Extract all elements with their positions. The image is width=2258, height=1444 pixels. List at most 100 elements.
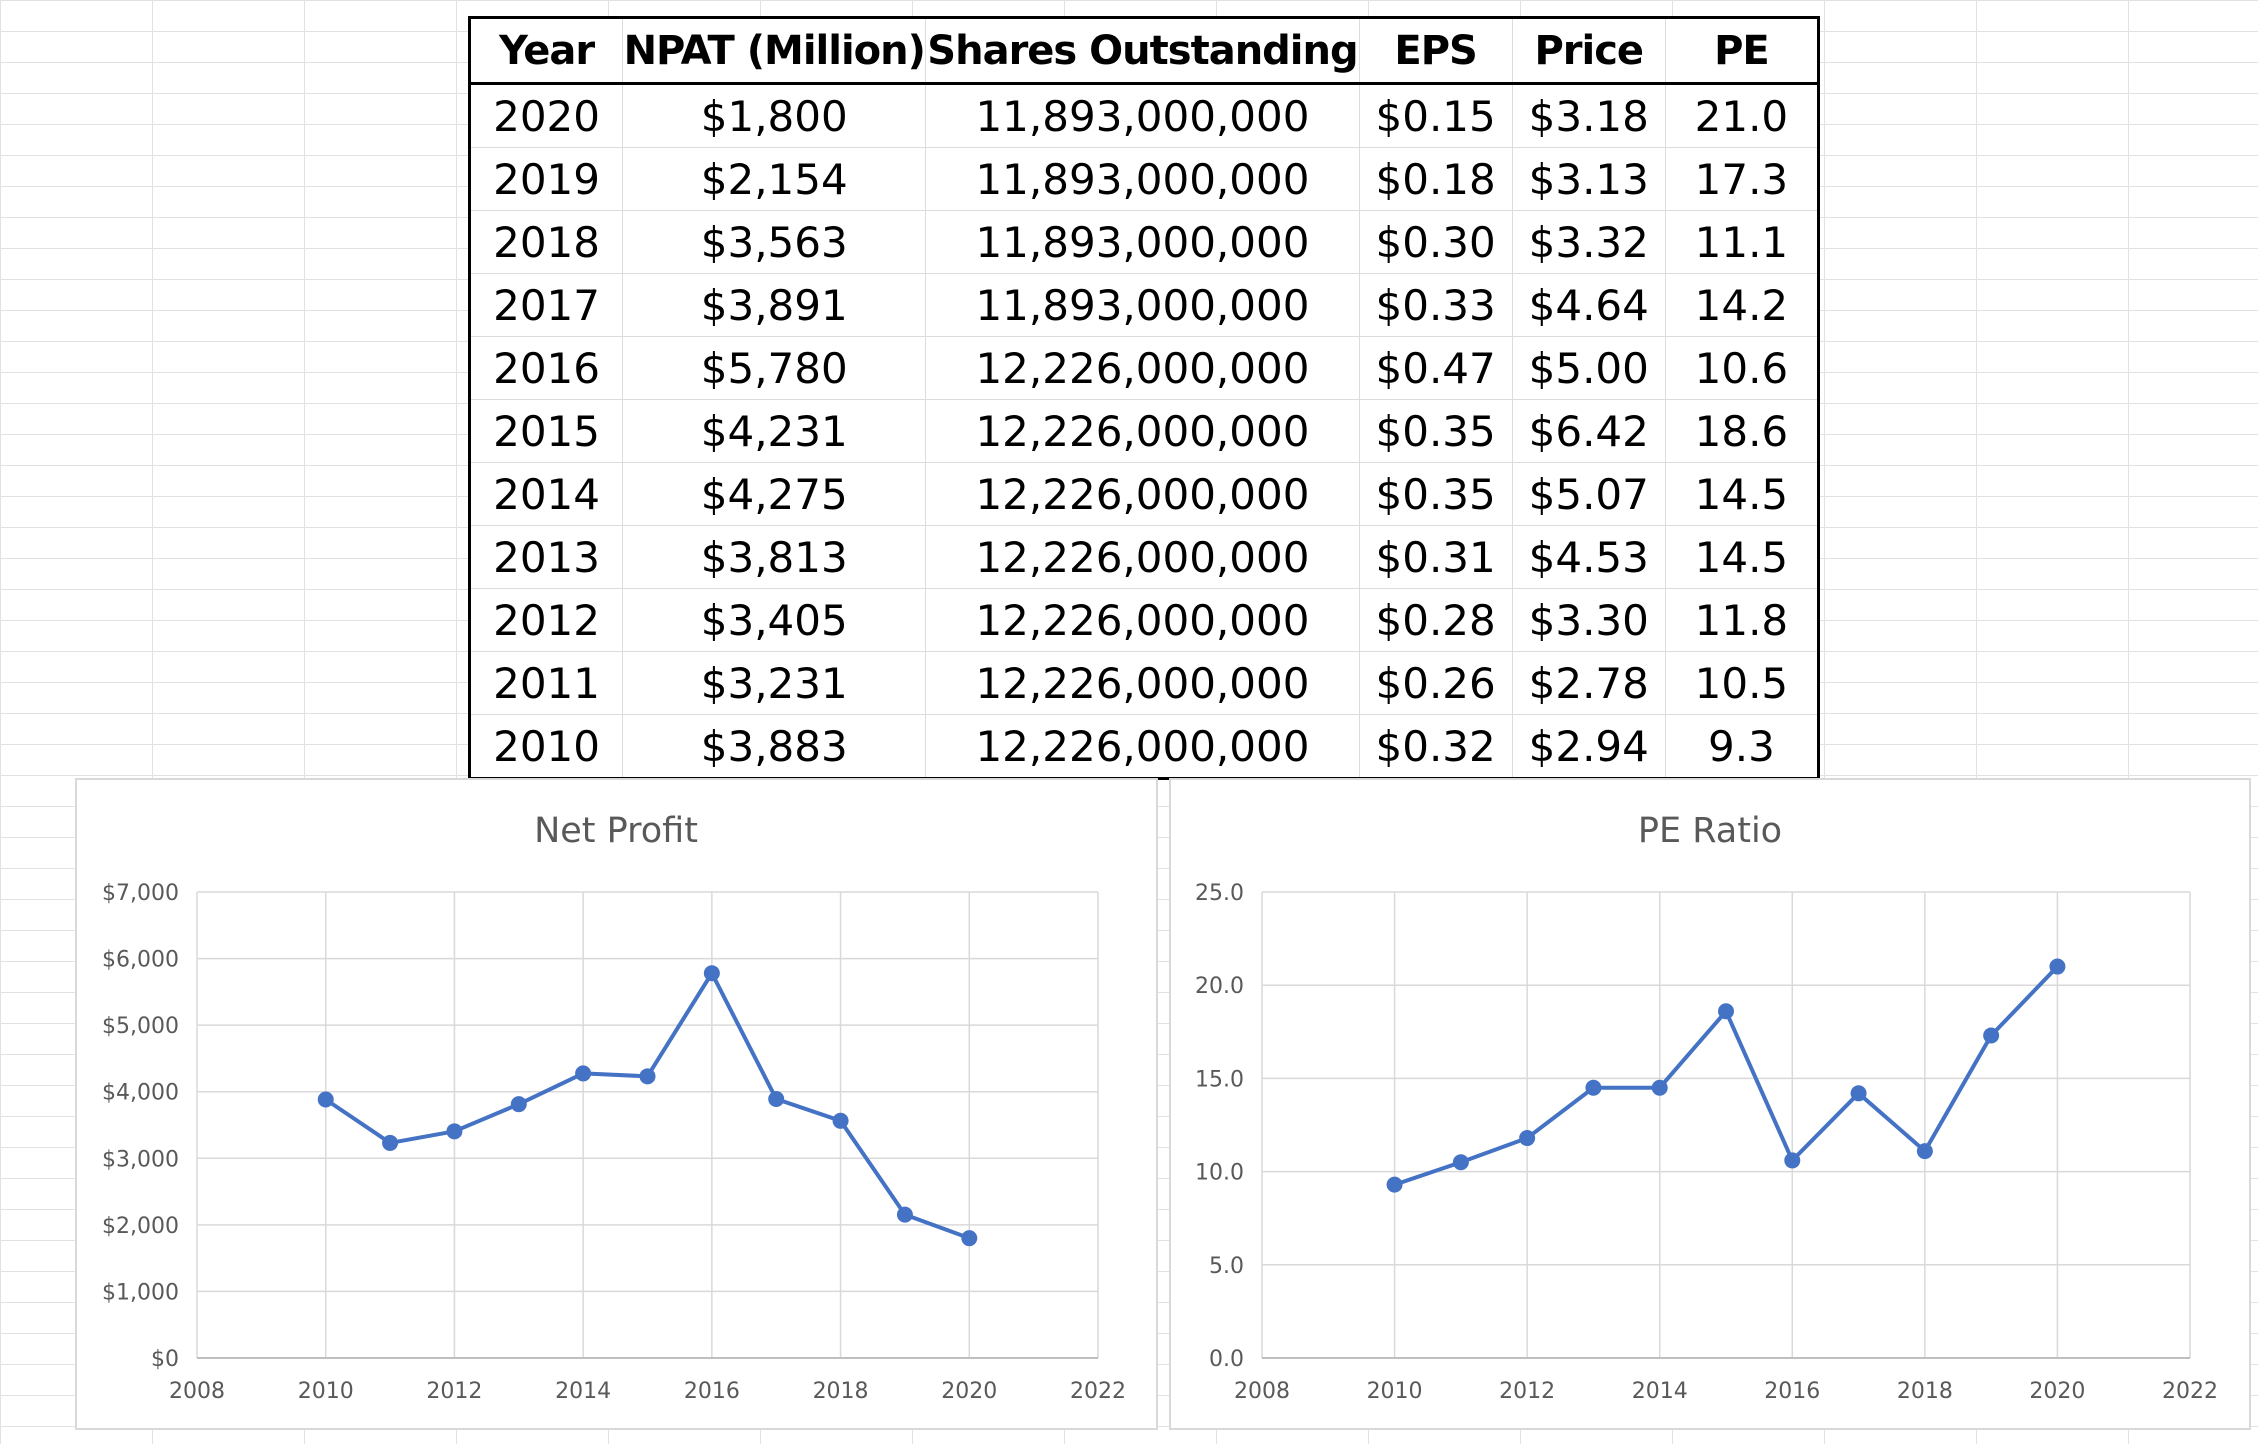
cell-eps[interactable]: $0.32 <box>1358 714 1513 779</box>
cell-npat[interactable]: $3,813 <box>622 525 926 589</box>
cell-price[interactable]: $3.32 <box>1511 210 1666 274</box>
cell-eps[interactable]: $0.26 <box>1358 651 1513 715</box>
cell-npat[interactable]: $3,883 <box>622 714 926 779</box>
cell-shares-outstanding[interactable]: 11,893,000,000 <box>925 210 1360 274</box>
net-profit-chart[interactable]: Net Profit 2008 2010 2012 2014 2016 2018 2020 20… <box>75 778 1158 1430</box>
header-price[interactable]: Price <box>1511 17 1666 85</box>
cell-pe[interactable]: 11.8 <box>1664 588 1819 652</box>
cell-year[interactable]: 2020 <box>469 83 623 148</box>
header-pe[interactable]: PE <box>1664 17 1819 85</box>
cell-eps[interactable]: $0.47 <box>1358 336 1513 400</box>
cell-pe[interactable]: 10.6 <box>1664 336 1819 400</box>
cell-npat[interactable]: $3,231 <box>622 651 926 715</box>
cell-year[interactable]: 2010 <box>493 721 600 771</box>
cell-shares-outstanding[interactable]: 12,226,000,000 <box>925 525 1360 589</box>
data-point[interactable] <box>1983 1027 2000 1044</box>
cell-shares-outstanding[interactable]: 12,226,000,000 <box>925 651 1360 715</box>
data-point[interactable] <box>510 1096 527 1113</box>
cell-pe[interactable]: 11.1 <box>1664 210 1819 274</box>
cell-npat[interactable]: $5,780 <box>622 336 926 400</box>
pe-ratio-chart[interactable]: PE Ratio 2008 2010 2012 2014 2016 2018 2020 2022… <box>1169 778 2251 1430</box>
chart-title: PE Ratio <box>1638 811 1782 851</box>
cell-year[interactable]: 2019 <box>469 147 623 211</box>
data-point[interactable] <box>1850 1085 1867 1102</box>
cell-year[interactable]: 2012 <box>469 588 623 652</box>
cell-eps[interactable]: $0.35 <box>1358 399 1513 463</box>
cell-npat[interactable]: $2,154 <box>622 147 926 211</box>
data-point[interactable] <box>2049 958 2066 975</box>
cell-pe[interactable]: 9.3 <box>1664 714 1819 779</box>
cell-npat[interactable]: $1,800 <box>622 83 926 148</box>
cell-shares-outstanding[interactable]: 12,226,000,000 <box>925 588 1360 652</box>
cell-npat[interactable]: $3,563 <box>622 210 926 274</box>
data-point[interactable] <box>639 1068 656 1085</box>
cell-price[interactable]: $5.07 <box>1511 462 1666 526</box>
cell-price[interactable]: $4.64 <box>1511 273 1666 337</box>
header-npat[interactable]: NPAT (Million) <box>622 17 926 85</box>
cell-shares-outstanding[interactable]: 12,226,000,000 <box>925 714 1360 779</box>
cell-pe[interactable]: 14.5 <box>1664 525 1819 589</box>
data-point[interactable] <box>768 1090 785 1107</box>
header-eps[interactable]: EPS <box>1358 17 1513 85</box>
cell-year[interactable]: 2017 <box>469 273 623 337</box>
cell-shares-outstanding[interactable]: 12,226,000,000 <box>925 462 1360 526</box>
cell-npat[interactable]: $4,231 <box>622 399 926 463</box>
table-row: 2019 $2,154 11,893,000,000 $0.18 $3.13 17.3 <box>469 147 1819 211</box>
cell-year[interactable]: 2014 <box>469 462 623 526</box>
cell-pe[interactable]: 14.2 <box>1664 273 1819 337</box>
cell-pe[interactable]: 14.5 <box>1664 462 1819 526</box>
data-point[interactable] <box>575 1065 592 1082</box>
cell-shares-outstanding[interactable]: 11,893,000,000 <box>925 147 1360 211</box>
cell-shares-outstanding[interactable]: 12,226,000,000 <box>925 336 1360 400</box>
cell-eps[interactable]: $0.15 <box>1358 83 1513 148</box>
cell-year[interactable]: 2016 <box>469 336 623 400</box>
data-point[interactable] <box>446 1123 463 1140</box>
cell-price[interactable]: $3.18 <box>1511 83 1666 148</box>
data-point[interactable] <box>1585 1079 1602 1096</box>
cell-pe[interactable]: 18.6 <box>1664 399 1819 463</box>
data-point[interactable] <box>317 1091 334 1108</box>
cell-price[interactable]: $3.30 <box>1511 588 1666 652</box>
data-point[interactable] <box>1519 1130 1536 1147</box>
data-point[interactable] <box>1784 1152 1801 1169</box>
cell-price[interactable]: $5.00 <box>1511 336 1666 400</box>
data-point[interactable] <box>1916 1143 1933 1160</box>
cell-year[interactable]: 2013 <box>469 525 623 589</box>
header-shares-outstanding[interactable]: Shares Outstanding <box>925 17 1360 85</box>
data-point[interactable] <box>961 1230 978 1247</box>
cell-year[interactable]: 2015 <box>469 399 623 463</box>
cell-price[interactable]: $2.78 <box>1511 651 1666 715</box>
cell-npat[interactable]: $3,405 <box>622 588 926 652</box>
data-point[interactable] <box>1718 1003 1734 1020</box>
cell-price[interactable]: $2.94 <box>1511 714 1666 779</box>
financials-table: Year NPAT (Million) Shares Outstanding E… <box>468 16 1820 780</box>
data-point[interactable] <box>1386 1176 1403 1193</box>
cell-eps[interactable]: $0.28 <box>1358 588 1513 652</box>
data-point[interactable] <box>832 1112 849 1129</box>
cell-pe[interactable]: 21.0 <box>1664 83 1819 148</box>
cell-shares-outstanding[interactable]: 11,893,000,000 <box>925 273 1360 337</box>
data-point[interactable] <box>703 965 720 982</box>
cell-npat[interactable]: $4,275 <box>622 462 926 526</box>
cell-pe[interactable]: 10.5 <box>1664 651 1819 715</box>
data-point[interactable] <box>1651 1079 1668 1096</box>
cell-eps[interactable]: $0.18 <box>1358 147 1513 211</box>
cell-year[interactable]: 2018 <box>469 210 623 274</box>
cell-eps[interactable]: $0.35 <box>1358 462 1513 526</box>
data-point[interactable] <box>896 1206 913 1223</box>
cell-price[interactable]: $6.42 <box>1511 399 1666 463</box>
data-point[interactable] <box>1452 1154 1469 1171</box>
cell-npat[interactable]: $3,891 <box>622 273 926 337</box>
header-year[interactable]: Year <box>469 17 623 85</box>
y-tick-label: 25.0 <box>1195 881 1244 906</box>
cell-price[interactable]: $4.53 <box>1511 525 1666 589</box>
cell-price[interactable]: $3.13 <box>1511 147 1666 211</box>
data-point[interactable] <box>382 1134 399 1151</box>
cell-pe[interactable]: 17.3 <box>1664 147 1819 211</box>
cell-shares-outstanding[interactable]: 11,893,000,000 <box>925 83 1360 148</box>
cell-eps[interactable]: $0.31 <box>1358 525 1513 589</box>
cell-year[interactable]: 2011 <box>469 651 623 715</box>
cell-eps[interactable]: $0.33 <box>1358 273 1513 337</box>
cell-shares-outstanding[interactable]: 12,226,000,000 <box>925 399 1360 463</box>
cell-eps[interactable]: $0.30 <box>1358 210 1513 274</box>
